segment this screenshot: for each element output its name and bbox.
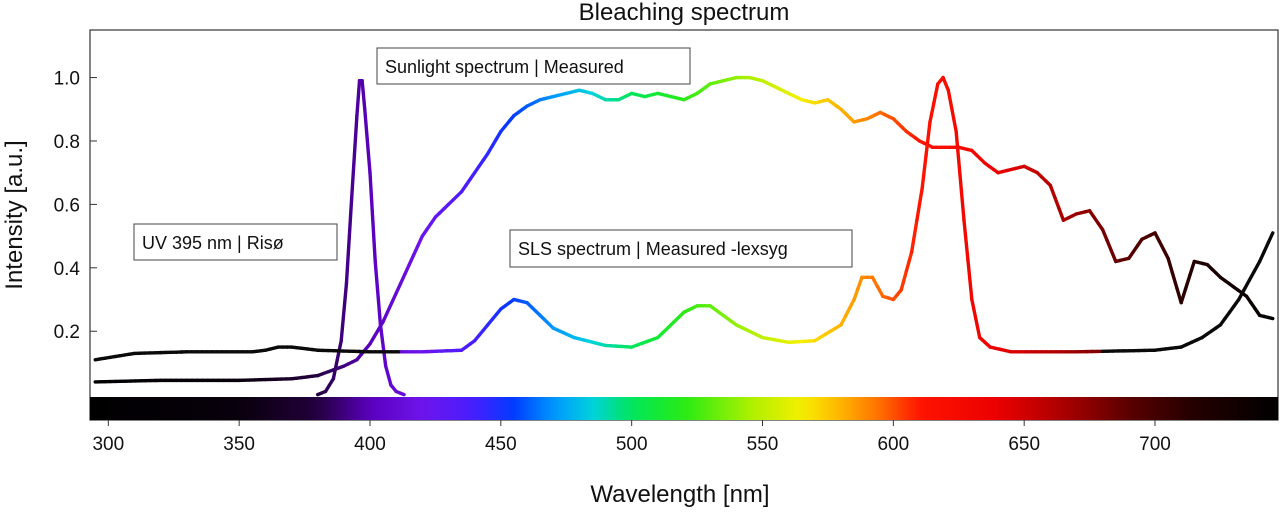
- x-tick-labels: 300 350 400 450 500 550 600 650 700: [92, 434, 1170, 455]
- x-tick-label: 500: [616, 434, 648, 455]
- series-sunlight-segment: [1266, 315, 1275, 321]
- series-uv395-segment: [363, 107, 372, 175]
- series-uv395-segment: [368, 170, 377, 264]
- series-sunlight-segment: [1057, 206, 1066, 222]
- x-tick-label: 700: [1139, 434, 1171, 455]
- series-sunlight-segment: [1179, 287, 1188, 305]
- series-sunlight-segment: [1048, 183, 1057, 199]
- series-uv395-segment: [383, 364, 393, 387]
- series-layer: [93, 75, 1275, 397]
- sls-annotation-box: [509, 229, 853, 268]
- x-tick-label: 350: [223, 434, 255, 455]
- sunlight-annotation: Sunlight spectrum | Measured: [376, 47, 691, 85]
- series-sunlight-segment: [407, 253, 416, 267]
- series-sunlight-segment: [1105, 238, 1114, 253]
- uv-annotation: UV 395 nm | Risø: [133, 223, 338, 261]
- uv-annotation-text: UV 395 nm | Risø: [142, 233, 284, 253]
- x-tick-label: 450: [485, 434, 517, 455]
- series-sls-segment: [970, 297, 978, 321]
- series-sunlight-segment: [1100, 228, 1109, 243]
- y-tick-label: 0.2: [54, 322, 80, 343]
- series-sunlight-segment: [398, 272, 407, 286]
- sls-annotation: SLS spectrum | Measured -lexsyg: [509, 229, 853, 268]
- y-tick-label: 1.0: [54, 69, 80, 90]
- series-sls-segment: [928, 101, 936, 124]
- x-axis-label: Wavelength [nm]: [590, 481, 769, 508]
- series-sls-segment: [966, 258, 974, 302]
- x-tick-label: 550: [747, 434, 779, 455]
- series-sls-segment: [856, 275, 864, 291]
- y-tick-marks: [90, 77, 97, 332]
- x-tick-label: 400: [354, 434, 386, 455]
- series-sunlight-segment: [403, 262, 411, 276]
- sls-annotation-text: SLS spectrum | Measured -lexsyg: [518, 239, 788, 259]
- x-tick-label: 600: [877, 434, 909, 455]
- spectrum-bar: [90, 397, 1278, 420]
- series-sunlight-segment: [390, 291, 398, 305]
- y-tick-labels: 0.2 0.4 0.6 0.8 1.0: [54, 69, 81, 344]
- series-uv395-segment: [344, 196, 354, 286]
- series-uv395-segment: [339, 281, 349, 343]
- series-sls-segment: [1247, 269, 1257, 283]
- series-sunlight-segment: [394, 281, 403, 295]
- series-sls-segment: [1252, 259, 1262, 273]
- series-sls-segment: [899, 269, 909, 292]
- x-tick-label: 650: [1008, 434, 1040, 455]
- series-sls-segment: [1257, 250, 1266, 264]
- series-sls-segment: [941, 75, 950, 92]
- series-sls-segment: [950, 109, 958, 134]
- chart-title: Bleaching spectrum: [579, 0, 790, 26]
- series-sunlight-segment: [1052, 195, 1061, 211]
- series-sls-segment: [915, 186, 924, 222]
- series-sls-segment: [946, 88, 954, 113]
- series-uv395-segment: [355, 79, 362, 118]
- y-tick-label: 0.8: [54, 132, 80, 153]
- series-uv395-segment: [360, 79, 367, 111]
- x-tick-label: 300: [92, 434, 124, 455]
- series-sls-segment: [875, 285, 885, 299]
- series-sunlight-segment: [381, 310, 390, 324]
- series-sunlight-segment: [385, 300, 394, 314]
- series-uv395-segment: [349, 113, 359, 200]
- series-sls-segment: [904, 250, 914, 273]
- sunlight-annotation-box: [376, 47, 691, 85]
- series-uv395-segment: [373, 259, 383, 327]
- series-sls-segment: [1266, 231, 1275, 245]
- uv-annotation-box: [133, 223, 338, 261]
- sunlight-annotation-text: Sunlight spectrum | Measured: [385, 57, 624, 77]
- series-sunlight-segment: [1183, 273, 1192, 291]
- series-sls-segment: [1262, 240, 1271, 254]
- y-tick-label: 0.4: [54, 259, 81, 280]
- series-sunlight-segment: [1170, 271, 1179, 290]
- series-sunlight: [93, 75, 1275, 384]
- series-sls-segment: [1242, 278, 1251, 292]
- series-sls-segment: [1237, 288, 1246, 302]
- series-sls: [93, 75, 1275, 362]
- series-sls-segment: [962, 218, 970, 262]
- series-sls-segment: [974, 316, 982, 340]
- series-sls-segment: [954, 129, 962, 178]
- series-sunlight-segment: [1166, 256, 1175, 275]
- series-uv395-segment: [378, 323, 388, 368]
- series-sls-segment: [932, 82, 940, 105]
- y-axis-label: Intensity [a.u.]: [1, 140, 28, 289]
- series-sunlight-segment: [1188, 259, 1196, 277]
- series-sls-segment: [852, 286, 860, 302]
- series-sls-segment: [870, 275, 880, 289]
- series-sls-segment: [909, 218, 919, 254]
- series-sunlight-segment: [411, 243, 420, 257]
- series-sunlight-segment: [1109, 249, 1118, 264]
- series-sls-segment: [924, 120, 932, 157]
- series-sls-segment: [958, 174, 966, 222]
- y-tick-label: 0.6: [54, 195, 80, 216]
- series-sunlight-segment: [416, 234, 425, 248]
- series-sls-segment: [920, 153, 928, 191]
- series-uv395-segment: [398, 391, 406, 397]
- x-tick-marks: [107, 420, 1156, 426]
